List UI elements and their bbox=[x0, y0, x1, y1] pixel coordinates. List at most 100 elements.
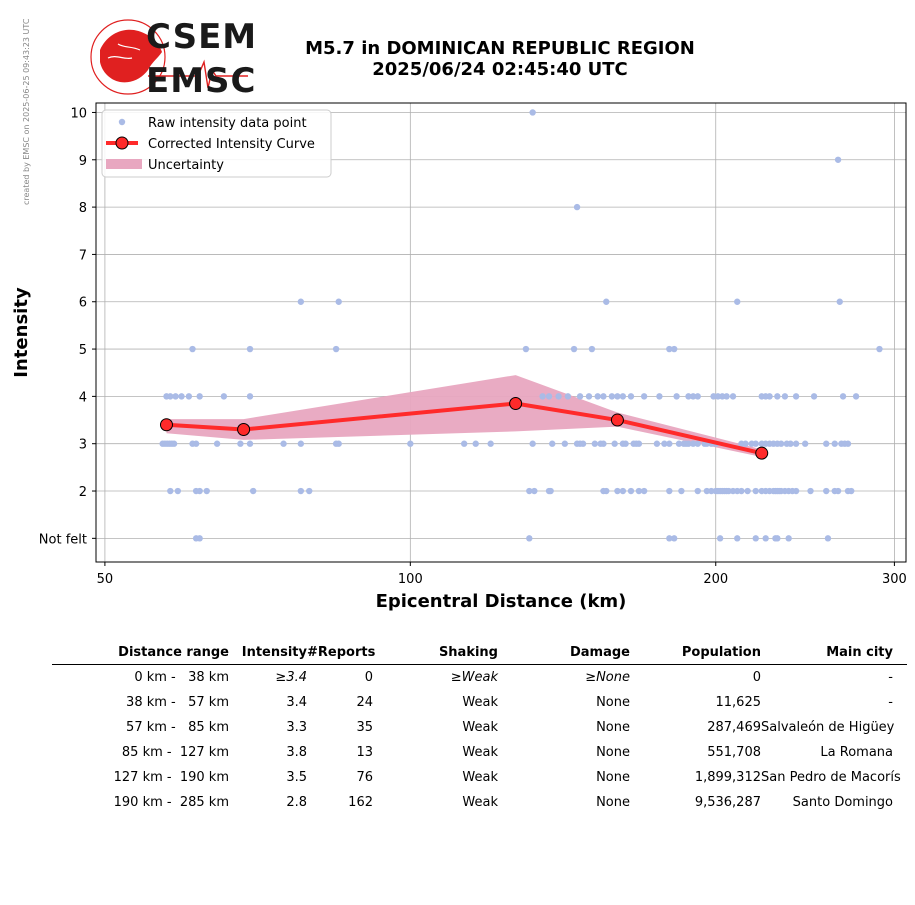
legend-swatch-uncertainty bbox=[106, 159, 142, 169]
raw-data-point bbox=[823, 440, 830, 447]
y-tick-label: 2 bbox=[79, 485, 87, 500]
chart-title: M5.7 in DOMINICAN REPUBLIC REGION 2025/0… bbox=[260, 38, 740, 80]
raw-data-point bbox=[306, 487, 313, 495]
raw-data-point bbox=[792, 393, 800, 400]
legend-label: Uncertainty bbox=[148, 158, 224, 173]
raw-data-point bbox=[196, 487, 203, 495]
raw-data-point bbox=[167, 393, 174, 400]
raw-data-point bbox=[762, 535, 769, 542]
raw-data-point bbox=[178, 393, 185, 400]
raw-data-point bbox=[708, 487, 715, 495]
uncertainty-band bbox=[166, 375, 762, 457]
cell-city: San Pedro de Macorís bbox=[761, 770, 901, 785]
raw-data-point bbox=[685, 393, 692, 400]
cell-range: 57 km - 85 km bbox=[126, 720, 229, 735]
raw-data-point bbox=[824, 535, 832, 542]
raw-data-point bbox=[716, 535, 724, 542]
raw-data-point bbox=[555, 393, 562, 400]
raw-data-point bbox=[539, 393, 546, 400]
raw-data-point bbox=[407, 440, 414, 447]
title-datetime: 2025/06/24 02:45:40 UTC bbox=[372, 59, 628, 80]
y-tick-label: 5 bbox=[79, 343, 87, 358]
cell-damage: None bbox=[596, 745, 630, 760]
raw-data-point bbox=[237, 440, 244, 447]
header-distance: Distance range bbox=[118, 644, 229, 660]
cell-shaking: Weak bbox=[462, 745, 498, 760]
raw-data-point bbox=[297, 440, 305, 447]
raw-data-point bbox=[823, 487, 830, 495]
raw-data-point bbox=[673, 393, 680, 400]
raw-data-point bbox=[603, 487, 610, 495]
legend-box bbox=[101, 109, 332, 178]
cell-intensity: 3.3 bbox=[286, 720, 307, 735]
raw-data-point bbox=[666, 345, 673, 353]
raw-data-point bbox=[876, 345, 883, 353]
raw-data-point bbox=[297, 487, 305, 495]
raw-data-point bbox=[666, 535, 673, 542]
raw-data-point bbox=[531, 487, 538, 495]
raw-data-point bbox=[561, 440, 569, 447]
raw-data-point bbox=[807, 487, 814, 495]
y-tick-label: 3 bbox=[79, 438, 87, 453]
raw-data-point bbox=[594, 393, 601, 400]
raw-data-point bbox=[752, 535, 759, 542]
plot-frame bbox=[95, 102, 907, 563]
raw-data-point bbox=[614, 393, 621, 400]
raw-data-point bbox=[522, 345, 530, 353]
x-tick-label: 100 bbox=[398, 572, 423, 587]
cell-damage: ≥None bbox=[585, 670, 630, 685]
header-damage: Damage bbox=[569, 644, 630, 660]
cell-shaking: ≥Weak bbox=[450, 670, 498, 685]
raw-data-point bbox=[675, 440, 683, 447]
raw-data-point bbox=[852, 393, 860, 400]
distance-table: Distance range Intensity #Reports Shakin… bbox=[52, 640, 907, 815]
raw-data-point bbox=[738, 487, 745, 495]
cell-city: La Romana bbox=[820, 745, 893, 760]
emsc-logo: CSEM EMSC bbox=[88, 18, 258, 98]
table-row: 0 km - 38 km ≥3.4 0 ≥Weak ≥None 0 - bbox=[52, 665, 907, 690]
raw-data-point bbox=[297, 298, 305, 305]
raw-data-point bbox=[710, 393, 717, 400]
raw-data-point bbox=[781, 393, 789, 400]
table-row: 127 km - 190 km 3.5 76 Weak None 1,899,3… bbox=[52, 765, 907, 790]
legend-label: Corrected Intensity Curve bbox=[148, 137, 315, 152]
raw-data-point bbox=[848, 487, 855, 495]
x-tick-label: 300 bbox=[882, 572, 907, 587]
cell-reports: 0 bbox=[364, 670, 373, 685]
table-row: 85 km - 127 km 3.8 13 Weak None 551,708 … bbox=[52, 740, 907, 765]
cell-reports: 35 bbox=[356, 720, 373, 735]
raw-data-point bbox=[573, 203, 581, 211]
raw-data-point bbox=[585, 393, 593, 400]
uncertainty-area bbox=[166, 375, 762, 457]
curve-marker bbox=[755, 446, 769, 460]
raw-data-point bbox=[774, 535, 781, 542]
raw-data-point bbox=[172, 393, 179, 400]
curve-marker bbox=[237, 423, 251, 437]
cell-intensity: 3.5 bbox=[286, 770, 307, 785]
cell-reports: 162 bbox=[348, 795, 373, 810]
raw-data-point bbox=[600, 393, 607, 400]
cell-shaking: Weak bbox=[462, 795, 498, 810]
globe-logo-icon bbox=[90, 19, 248, 95]
legend-swatch-curve-marker bbox=[115, 136, 129, 150]
raw-data-point bbox=[591, 440, 599, 447]
cell-intensity: 2.8 bbox=[286, 795, 307, 810]
raw-data-point bbox=[635, 487, 643, 495]
cell-city: Santo Domingo bbox=[792, 795, 893, 810]
raw-data-point bbox=[280, 440, 287, 447]
cell-population: 1,899,312 bbox=[694, 770, 761, 785]
raw-data-point bbox=[777, 440, 785, 447]
intensity-chart: Not felt 2 3 4 5 6 7 8 9 10 50 100 200 300 Epicentral … bbox=[11, 102, 907, 612]
raw-data-point bbox=[545, 393, 553, 400]
raw-data-point bbox=[689, 440, 697, 447]
curve-marker bbox=[159, 418, 173, 432]
table-row: 57 km - 85 km 3.3 35 Weak None 287,469 S… bbox=[52, 715, 907, 740]
raw-data-point bbox=[576, 393, 584, 400]
legend-label: Raw intensity data point bbox=[148, 116, 307, 131]
raw-data-point bbox=[246, 393, 254, 400]
raw-data-point bbox=[611, 440, 618, 447]
raw-data-point bbox=[588, 345, 596, 353]
raw-data-point bbox=[203, 487, 210, 495]
cell-damage: None bbox=[596, 770, 630, 785]
raw-data-point bbox=[603, 298, 610, 305]
